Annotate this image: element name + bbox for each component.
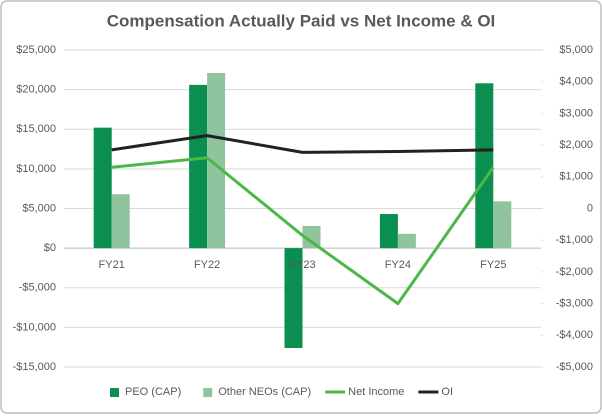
legend-label: OI	[441, 386, 453, 398]
y-tick-label: $10,000	[16, 163, 56, 175]
y2-tick-label: -$5,000	[556, 361, 593, 373]
y2-tick-label: $1,000	[559, 171, 593, 183]
chart-title: Compensation Actually Paid vs Net Income…	[107, 11, 496, 30]
y2-tick-label: -$1,000	[556, 234, 593, 246]
y2-tick-label: $5,000	[559, 44, 593, 56]
y-tick-label: $0	[44, 242, 56, 254]
y2-tick-label: 0	[587, 202, 593, 214]
x-tick-label: FY22	[194, 259, 220, 271]
legend-swatch	[110, 388, 119, 397]
y2-tick-label: -$2,000	[556, 266, 593, 278]
legend-label: PEO (CAP)	[125, 386, 181, 398]
y-tick-label: -$15,000	[13, 361, 56, 373]
y2-tick-label: $2,000	[559, 139, 593, 151]
bar	[111, 194, 130, 249]
bar	[379, 214, 398, 249]
bar	[93, 127, 112, 249]
x-tick-label: FY25	[480, 259, 506, 271]
line	[111, 156, 495, 306]
legend-label: Net Income	[348, 386, 404, 398]
bar	[189, 84, 208, 249]
bar	[302, 225, 321, 249]
legend-swatch	[203, 388, 213, 397]
y2-tick-label: $3,000	[559, 107, 593, 119]
legend-label: Other NEOs (CAP)	[218, 386, 311, 398]
bar	[207, 72, 226, 249]
bar	[493, 201, 512, 249]
y-tick-label: $25,000	[16, 44, 56, 56]
y-tick-label: -$10,000	[13, 321, 56, 333]
y2-tick-label: $4,000	[559, 76, 593, 88]
x-tick-label: FY24	[385, 259, 411, 271]
bar	[475, 83, 494, 249]
y-tick-label: $15,000	[16, 123, 56, 135]
y-tick-label: $20,000	[16, 84, 56, 96]
line	[111, 134, 494, 154]
bar	[397, 233, 416, 249]
bar	[284, 248, 303, 348]
y2-tick-label: -$4,000	[556, 329, 593, 341]
y-tick-label: -$5,000	[19, 282, 56, 294]
x-tick-label: FY21	[99, 259, 125, 271]
y-tick-label: $5,000	[22, 202, 56, 214]
x-tick-label: FY23	[289, 259, 315, 271]
y2-tick-label: -$3,000	[556, 298, 593, 310]
